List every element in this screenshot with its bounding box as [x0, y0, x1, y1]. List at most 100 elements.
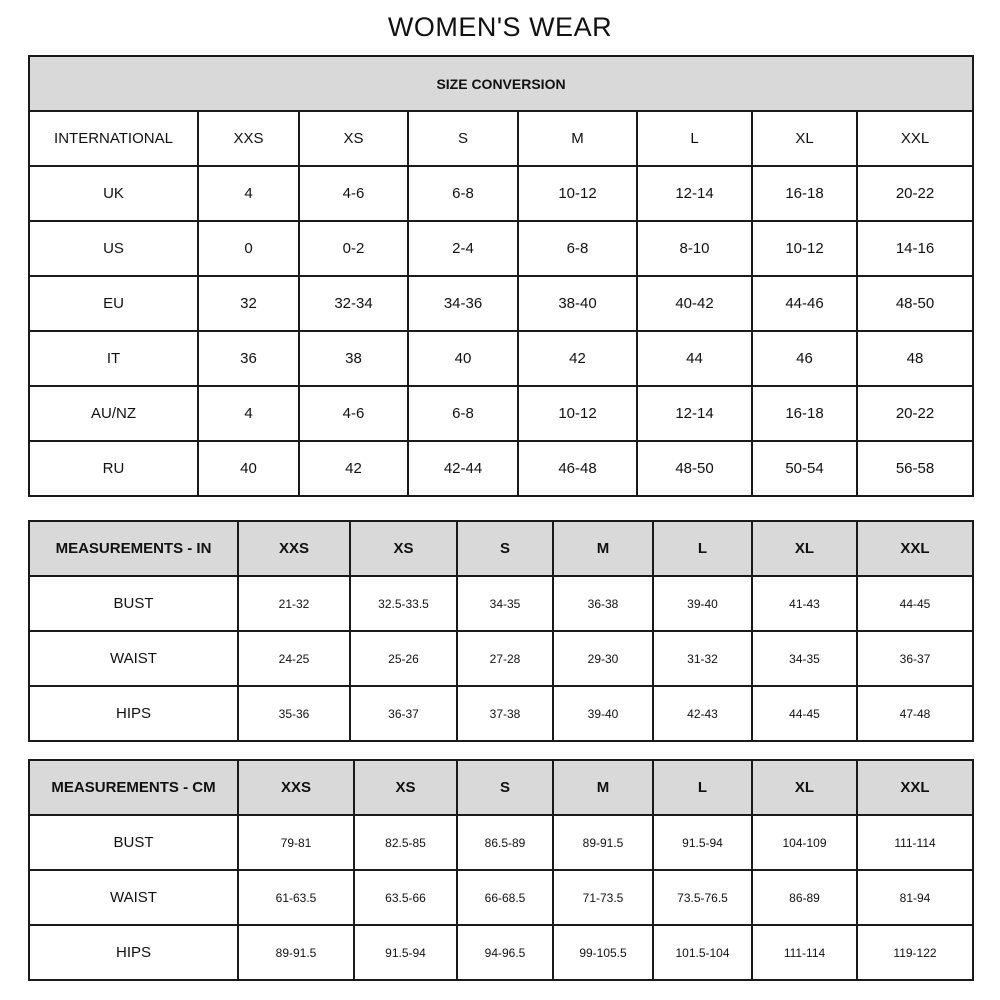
row-label: BUST	[28, 575, 239, 632]
column-header: M	[517, 110, 638, 167]
row-label: EU	[28, 275, 199, 332]
table-cell: 89-91.5	[237, 924, 355, 981]
table-cell: 66-68.5	[456, 869, 554, 926]
table-cell: 44	[636, 330, 753, 387]
table-cell: 6-8	[517, 220, 638, 277]
table-cell: 14-16	[855, 220, 975, 277]
table-cell: 12-14	[636, 385, 753, 442]
table-cell: 91.5-94	[652, 814, 753, 871]
table-cell: 37-38	[456, 685, 554, 742]
table-cell: 4	[197, 165, 300, 222]
table-cell: 36	[197, 330, 300, 387]
column-header: L	[652, 520, 753, 577]
measurements-in-table: MEASUREMENTS - IN XXS XS S M L XL XXL BUST 21-32 3…	[28, 520, 974, 742]
table-cell: 36-37	[856, 630, 974, 687]
table-row: HIPS 89-91.5 91.5-94 94-96.5 99-105.5 101.5-1…	[28, 924, 974, 981]
table-cell: 27-28	[456, 630, 554, 687]
table-cell: 111-114	[751, 924, 858, 981]
table-cell: 41-43	[751, 575, 858, 632]
table-cell: 39-40	[652, 575, 753, 632]
table-cell: 42-43	[652, 685, 753, 742]
table-cell: 40	[197, 440, 300, 497]
column-header: XXS	[197, 110, 300, 167]
table-cell: 4	[197, 385, 300, 442]
table-cell: 10-12	[751, 220, 858, 277]
table-cell: 21-32	[237, 575, 351, 632]
table-cell: 48-50	[636, 440, 753, 497]
table-cell: 10-12	[517, 165, 638, 222]
table-cell: 89-91.5	[552, 814, 654, 871]
table-cell: 12-14	[636, 165, 753, 222]
table-cell: 42	[298, 440, 409, 497]
table-cell: 86.5-89	[456, 814, 554, 871]
table-cell: 40-42	[636, 275, 753, 332]
table-cell: 10-12	[517, 385, 638, 442]
table-row: EU 32 32-34 34-36 38-40 40-42 44-46 48-50	[28, 275, 975, 332]
table-cell: 34-35	[456, 575, 554, 632]
row-label: BUST	[28, 814, 239, 871]
page-title: WOMEN'S WEAR	[387, 12, 613, 42]
table-cell: 119-122	[856, 924, 974, 981]
table-cell: 42-44	[407, 440, 519, 497]
table-row: WAIST 61-63.5 63.5-66 66-68.5 71-73.5 73.5-76…	[28, 869, 974, 926]
column-header: XXL	[856, 759, 974, 816]
table-cell: 47-48	[856, 685, 974, 742]
table-cell: 34-35	[751, 630, 858, 687]
row-header-title: INTERNATIONAL	[28, 110, 199, 167]
table-cell: 38	[298, 330, 409, 387]
table-row: HIPS 35-36 36-37 37-38 39-40 42-43 44-45 47-48	[28, 685, 974, 742]
table-cell: 31-32	[652, 630, 753, 687]
size-conversion-title: SIZE CONVERSION	[27, 55, 975, 112]
table-cell: 79-81	[237, 814, 355, 871]
column-header: XS	[298, 110, 409, 167]
table-cell: 36-37	[349, 685, 458, 742]
table-cell: 46-48	[517, 440, 638, 497]
table-cell: 32.5-33.5	[349, 575, 458, 632]
table-cell: 24-25	[237, 630, 351, 687]
column-header: S	[456, 520, 554, 577]
table-cell: 71-73.5	[552, 869, 654, 926]
table-cell: 91.5-94	[353, 924, 458, 981]
size-conversion-title-row: SIZE CONVERSION	[27, 55, 975, 112]
table-cell: 50-54	[751, 440, 858, 497]
column-header: L	[636, 110, 753, 167]
table-cell: 16-18	[751, 165, 858, 222]
table-cell: 44-46	[751, 275, 858, 332]
row-label: US	[28, 220, 199, 277]
row-label: UK	[28, 165, 199, 222]
table-cell: 48-50	[855, 275, 975, 332]
measurements-cm-table: MEASUREMENTS - CM XXS XS S M L XL XXL BUST 79-81 8…	[28, 759, 974, 981]
table-row: UK 4 4-6 6-8 10-12 12-14 16-18 20-22	[28, 165, 975, 222]
column-header: L	[652, 759, 753, 816]
table-cell: 111-114	[856, 814, 974, 871]
column-header: XS	[353, 759, 458, 816]
table-cell: 32	[197, 275, 300, 332]
table-cell: 29-30	[552, 630, 654, 687]
table-cell: 32-34	[298, 275, 409, 332]
table-cell: 16-18	[751, 385, 858, 442]
table-cell: 0	[197, 220, 300, 277]
row-header-title: MEASUREMENTS - CM	[28, 759, 239, 816]
row-label: WAIST	[28, 869, 239, 926]
table-cell: 36-38	[552, 575, 654, 632]
table-row: IT 36 38 40 42 44 46 48	[28, 330, 975, 387]
column-header: XS	[349, 520, 458, 577]
column-header: XXS	[237, 759, 355, 816]
row-label: HIPS	[28, 924, 239, 981]
table-cell: 25-26	[349, 630, 458, 687]
row-label: WAIST	[28, 630, 239, 687]
row-label: RU	[28, 440, 199, 497]
table-cell: 38-40	[517, 275, 638, 332]
column-header: XXS	[237, 520, 351, 577]
column-header: S	[456, 759, 554, 816]
table-cell: 56-58	[855, 440, 975, 497]
table-cell: 4-6	[298, 385, 409, 442]
table-cell: 101.5-104	[652, 924, 753, 981]
table-cell: 2-4	[407, 220, 519, 277]
table-cell: 20-22	[855, 385, 975, 442]
column-header: XL	[751, 110, 858, 167]
table-cell: 99-105.5	[552, 924, 654, 981]
table-cell: 6-8	[407, 385, 519, 442]
size-conversion-table: SIZE CONVERSION INTERNATIONAL XXS XS S M L XL X…	[27, 55, 975, 497]
column-header: XL	[751, 759, 858, 816]
